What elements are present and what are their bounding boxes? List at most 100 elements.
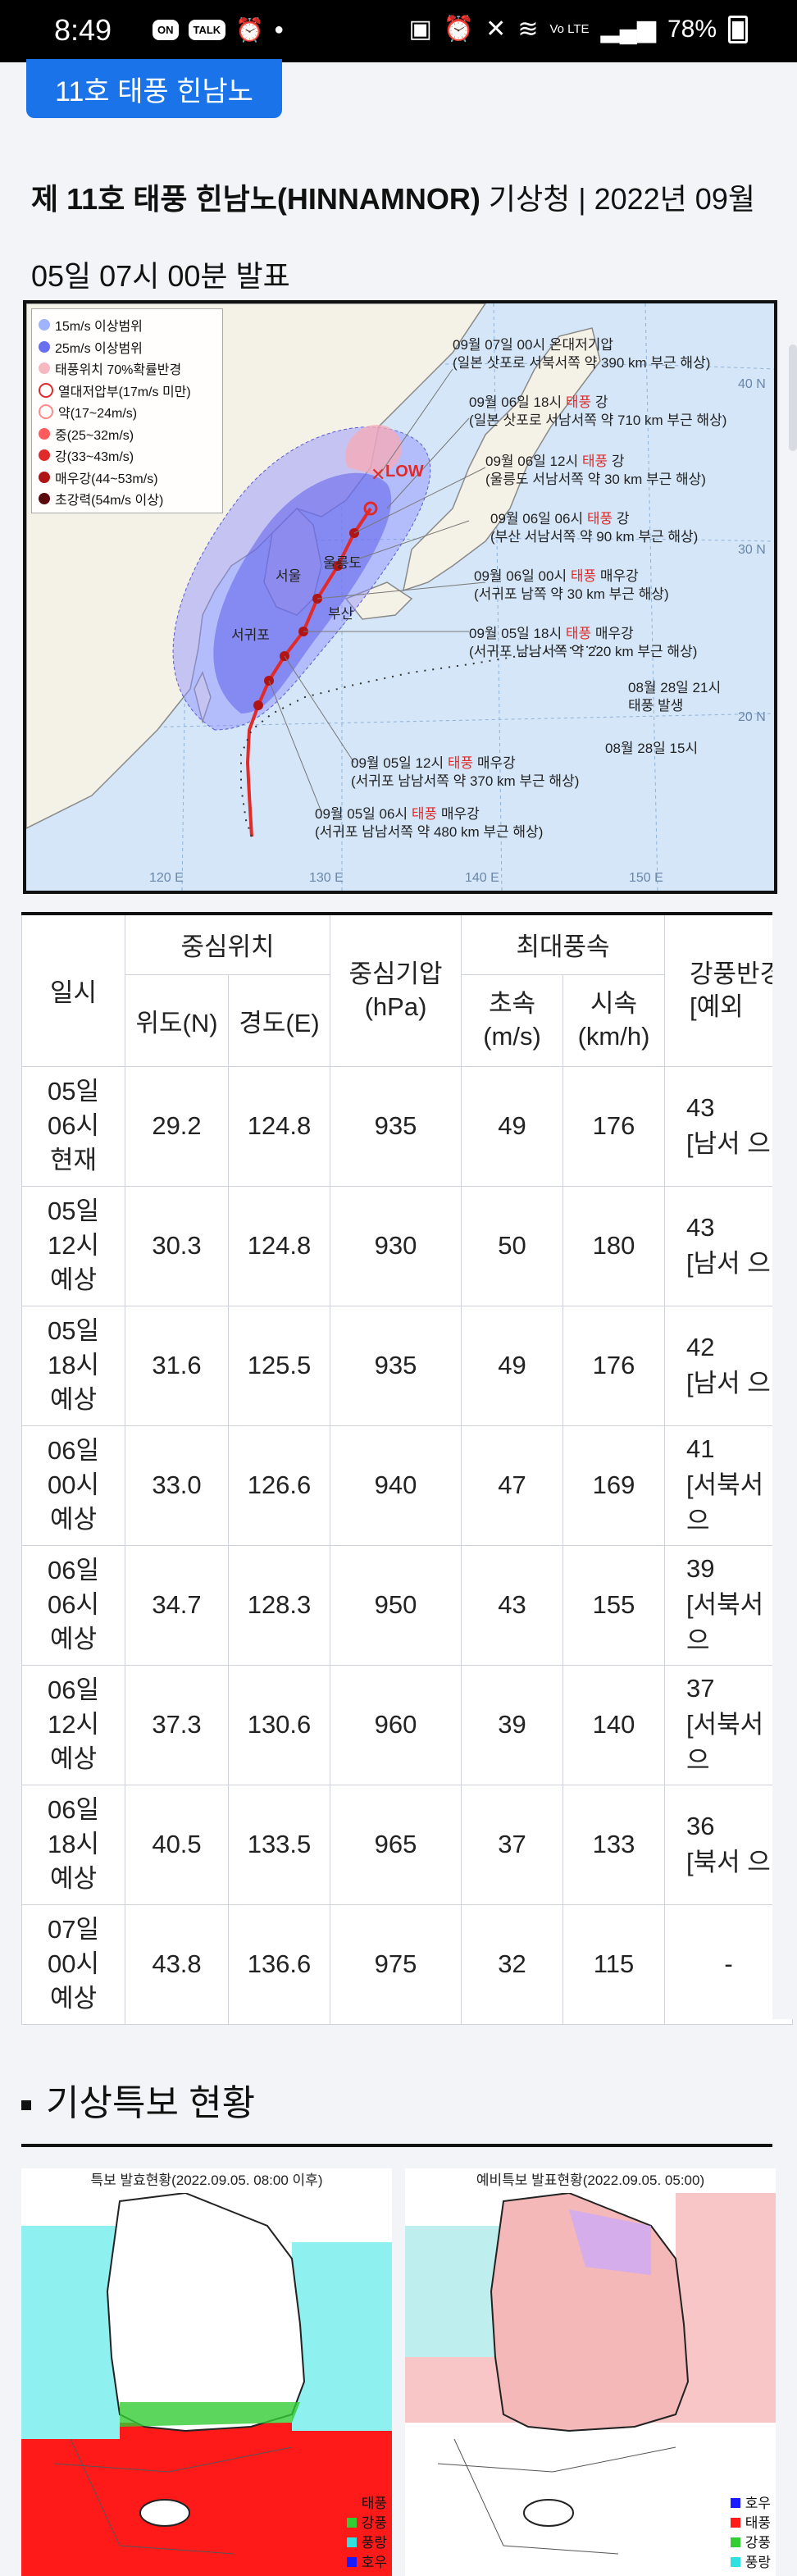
legend-item: 열대저압부(17m/s 미만) <box>39 380 216 402</box>
network-type: Vo LTE <box>549 22 590 36</box>
lon-label: 140 E <box>465 871 499 885</box>
legend-item: 25m/s 이상범위 <box>39 336 216 358</box>
battery-icon <box>728 15 748 43</box>
report-title-issued: 기상청 | 2022년 09월 05일 07시 00분 발표 <box>31 182 755 293</box>
report-title-name: 제 11호 태풍 힌남노(HINNAMNOR) <box>31 182 480 216</box>
notification-icons: ON TALK ⏰ ● <box>153 16 284 43</box>
cell-lat: 37.3 <box>125 1664 229 1785</box>
legend-item: 매우강(44~53m/s) <box>39 467 216 489</box>
cell-pressure: 975 <box>330 1904 462 2025</box>
typhoon-weak-icon <box>39 404 53 420</box>
cell-time: 05일 18시 예상 <box>21 1305 125 1426</box>
track-annotation: 09월 06일 00시 태풍 매우강 (서귀포 남쪽 약 30 km 부근 해상) <box>474 568 669 602</box>
table-row: 06일 00시 예상 33.0 126.6 940 47 169 41 [서북서… <box>21 1425 793 1546</box>
svg-text:✕: ✕ <box>371 465 385 486</box>
cell-pressure: 965 <box>330 1784 462 1905</box>
cell-radius: 36 [북서 으 <box>664 1784 793 1905</box>
cell-time: 05일 06시 현재 <box>21 1065 125 1187</box>
cell-radius: 42 [남서 으 <box>664 1305 793 1426</box>
track-annotation: 09월 05일 12시 태풍 매우강 (서귀포 남남서쪽 약 370 km 부근 … <box>351 755 580 789</box>
table-row: 06일 12시 예상 37.3 130.6 960 39 140 37 [서북서… <box>21 1664 793 1785</box>
scrollbar[interactable] <box>789 344 797 451</box>
cell-lon: 130.6 <box>228 1664 330 1785</box>
cell-ms: 37 <box>461 1784 563 1905</box>
typhoon-track-map[interactable]: ✕ 15m/s 이상범위 25m/s 이상범위 태풍위치 70%확률반경 열대저… <box>23 300 777 894</box>
header-wind: 최대풍속 <box>461 913 665 975</box>
track-annotation: 08월 28일 21시 태풍 발생 <box>628 680 722 714</box>
cell-ms: 43 <box>461 1544 563 1666</box>
nfc-icon: ▣ <box>408 16 432 43</box>
cell-pressure: 950 <box>330 1544 462 1666</box>
legend-swatch-icon <box>346 2537 357 2547</box>
cell-time: 06일 12시 예상 <box>21 1664 125 1785</box>
header-kmh: 시속 (km/h) <box>562 973 665 1067</box>
cell-time: 06일 00시 예상 <box>21 1425 125 1546</box>
track-annotation: 09월 06일 12시 태풍 강 (울릉도 서남서쪽 약 30 km 부근 해상) <box>485 454 706 487</box>
typhoon-strong-icon <box>39 449 50 462</box>
cell-kmh: 133 <box>562 1784 665 1905</box>
header-ms: 초속 (m/s) <box>461 973 563 1067</box>
alarm-icon: ⏰ <box>235 17 265 43</box>
header-radius: 강풍반경 [예외 <box>664 913 793 1067</box>
header-pressure: 중심기압 (hPa) <box>330 913 462 1067</box>
typhoon-tab[interactable]: 11호 태풍 힌남노 <box>26 59 282 118</box>
table-row: 05일 06시 현재 29.2 124.8 935 49 176 43 [남서 … <box>21 1065 793 1187</box>
cell-radius: 43 [남서 으 <box>664 1065 793 1187</box>
cell-pressure: 935 <box>330 1065 462 1187</box>
lon-label: 150 E <box>629 871 663 885</box>
cell-kmh: 155 <box>562 1544 665 1666</box>
cell-lat: 30.3 <box>125 1185 229 1306</box>
place-label: 울릉도 <box>323 555 362 571</box>
talk-badge-icon: TALK <box>188 20 226 40</box>
lat-label: 20 N <box>738 710 766 724</box>
legend-item: 강풍 <box>346 2514 387 2533</box>
legend-swatch-icon <box>39 319 50 331</box>
cell-ms: 32 <box>461 1904 563 2025</box>
cell-radius: 37 [서북서 으 <box>664 1664 793 1785</box>
legend-item: 호우 <box>346 2553 387 2573</box>
track-annotation: 08월 28일 15시 <box>605 741 699 756</box>
legend-item: 풍랑 <box>346 2533 387 2553</box>
forecast-table: 일시 중심위치 중심기압 (hPa) 최대풍속 강풍반경 [예외 위도(N) 경… <box>21 912 793 2025</box>
cell-lat: 43.8 <box>125 1904 229 2025</box>
table-row: 06일 06시 예상 34.7 128.3 950 43 155 39 [서북서… <box>21 1544 793 1666</box>
cell-time: 06일 06시 예상 <box>21 1544 125 1666</box>
cell-lat: 34.7 <box>125 1544 229 1666</box>
table-row: 06일 18시 예상 40.5 133.5 965 37 133 36 [북서 … <box>21 1784 793 1905</box>
cell-radius: - <box>664 1904 793 2025</box>
report-title: 제 11호 태풍 힌남노(HINNAMNOR) 기상청 | 2022년 09월 … <box>31 161 777 315</box>
alert-map-graphic <box>405 2193 776 2576</box>
legend-swatch-icon <box>730 2498 740 2508</box>
cell-time: 07일 00시 예상 <box>21 1904 125 2025</box>
cell-ms: 47 <box>461 1425 563 1546</box>
status-bar: 8:49 ON TALK ⏰ ● ▣ ⏰ ✕ ≋ Vo LTE ▂▄▆ 78% <box>0 0 797 62</box>
lon-label: 120 E <box>149 871 184 885</box>
alert-map-graphic <box>21 2193 392 2576</box>
alert-map-caption: 특보 발효현황(2022.09.05. 08:00 이후) <box>21 2168 392 2193</box>
legend-item: 강(33~43m/s) <box>39 445 216 467</box>
cell-ms: 39 <box>461 1664 563 1785</box>
legend-item: 태풍 <box>346 2494 387 2514</box>
legend-swatch-icon <box>346 2518 357 2528</box>
track-annotation: 09월 06일 18시 태풍 강 (일본 삿포로 서남서쪽 약 710 km 부근… <box>469 394 727 428</box>
legend-swatch-icon <box>730 2557 740 2567</box>
typhoon-very-strong-icon <box>39 471 50 483</box>
section-divider <box>21 2144 772 2147</box>
alert-map-preliminary[interactable]: 예비특보 발표현황(2022.09.05. 05:00) 호우 태풍 강풍 풍랑 <box>405 2168 776 2576</box>
alert-map-current[interactable]: 특보 발효현황(2022.09.05. 08:00 이후) 태풍 강풍 풍랑 호… <box>21 2168 392 2576</box>
legend-item: 초강력(54m/s 이상) <box>39 488 216 510</box>
wifi-icon: ≋ <box>517 16 539 43</box>
place-label: 부산 <box>328 606 354 622</box>
cell-time: 06일 18시 예상 <box>21 1784 125 1905</box>
header-lat: 위도(N) <box>125 973 229 1067</box>
cell-lat: 40.5 <box>125 1784 229 1905</box>
table-overflow-mask <box>772 912 797 2019</box>
cell-lat: 33.0 <box>125 1425 229 1546</box>
legend-swatch-icon <box>730 2518 740 2528</box>
legend-item: 약(17~24m/s) <box>39 401 216 423</box>
low-label: LOW <box>385 463 424 481</box>
cell-ms: 49 <box>461 1305 563 1426</box>
place-label: 서울 <box>276 568 302 584</box>
cell-lon: 124.8 <box>228 1185 330 1306</box>
legend-swatch-icon <box>39 340 50 353</box>
